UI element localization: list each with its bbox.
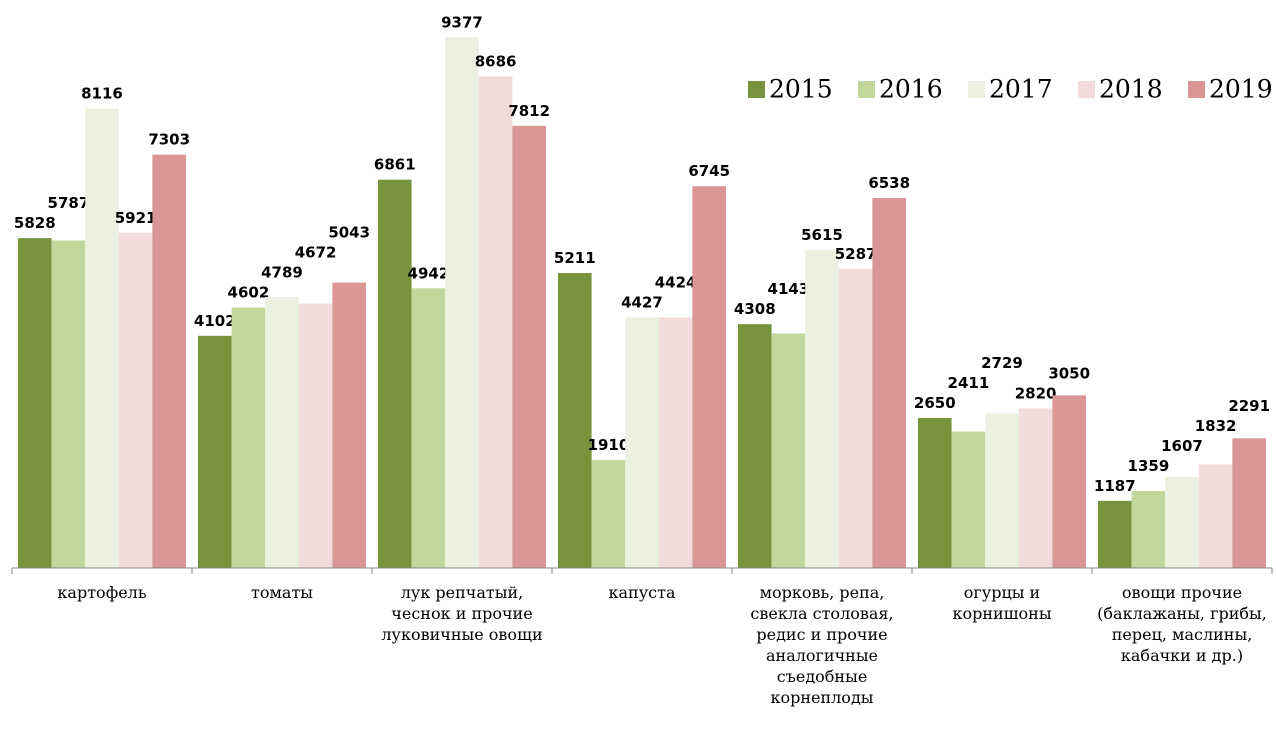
bar [771, 333, 806, 568]
value-label: 7812 [508, 102, 550, 120]
x-tick-label: морковь, репа, свекла столовая, редис и … [750, 583, 894, 707]
bar [198, 335, 232, 568]
bar [18, 238, 52, 568]
legend-swatch [748, 81, 765, 98]
bar [1232, 438, 1266, 568]
value-label: 7303 [148, 131, 190, 149]
value-label: 5211 [554, 249, 596, 267]
x-tick-label: овощи прочие (баклажаны, грибы, перец, м… [1097, 583, 1267, 665]
value-label: 9377 [441, 13, 483, 31]
value-label: 4143 [768, 280, 810, 298]
legend-label: 2019 [1209, 75, 1273, 104]
value-label: 1187 [1094, 477, 1136, 495]
bar [805, 250, 839, 569]
legend-label: 2018 [1099, 75, 1163, 104]
legend-label: 2017 [989, 75, 1053, 104]
value-label: 5921 [115, 209, 157, 227]
bar [152, 154, 186, 568]
value-label: 1359 [1128, 457, 1170, 475]
bar [51, 240, 86, 568]
bar [872, 197, 906, 568]
bar [85, 108, 119, 568]
bar [692, 186, 726, 568]
bar [625, 317, 659, 568]
bar [265, 296, 299, 568]
value-label: 5787 [48, 194, 90, 212]
legend-swatch [858, 81, 875, 98]
bar [378, 179, 412, 568]
legend-label: 2015 [769, 75, 833, 104]
bar [1131, 491, 1166, 568]
bar [738, 324, 772, 568]
x-tick-label: томаты [250, 583, 314, 602]
x-tick-label: капуста [608, 583, 676, 602]
value-label: 2411 [948, 374, 990, 392]
legend-label: 2016 [879, 75, 943, 104]
value-label: 3050 [1048, 364, 1090, 382]
bar [512, 125, 546, 569]
bar [332, 282, 366, 568]
value-label: 2729 [981, 354, 1023, 372]
bar [1052, 395, 1086, 568]
value-label: 4602 [228, 284, 270, 302]
bar [231, 307, 266, 568]
value-label: 4427 [621, 293, 663, 311]
bar [478, 76, 513, 568]
legend-swatch [1078, 81, 1095, 98]
x-tick-label: лук репчатый, чеснок и прочие луковичные… [381, 583, 543, 644]
bar [918, 418, 952, 568]
x-tick-label: картофель [57, 583, 147, 602]
bar [445, 37, 479, 569]
value-label: 4424 [655, 273, 697, 291]
bar [658, 317, 693, 568]
legend-swatch [968, 81, 985, 98]
legend-item: 2015 [748, 75, 833, 104]
bar [118, 232, 153, 568]
bar [1018, 408, 1053, 568]
bar [591, 459, 626, 568]
value-label: 6538 [868, 174, 910, 192]
bar [298, 303, 333, 568]
legend-item: 2019 [1188, 75, 1273, 104]
legend-swatch [1188, 81, 1205, 98]
bar [951, 431, 986, 568]
value-label: 2650 [914, 394, 956, 412]
value-label: 4942 [408, 264, 450, 282]
value-label: 5043 [328, 224, 370, 242]
bar [1165, 477, 1199, 568]
value-label: 5615 [801, 226, 843, 244]
value-label: 4789 [261, 264, 303, 282]
value-label: 8686 [475, 52, 517, 70]
value-label: 4102 [194, 312, 236, 330]
value-label: 2820 [1015, 384, 1057, 402]
value-label: 5287 [835, 245, 877, 263]
x-tick-label: огурцы и корнишоны [952, 583, 1052, 623]
value-label: 1910 [588, 436, 630, 454]
value-label: 1832 [1195, 417, 1237, 435]
bar [558, 273, 592, 568]
bar [985, 413, 1019, 568]
value-label: 1607 [1161, 437, 1203, 455]
value-label: 5828 [14, 214, 56, 232]
value-label: 6861 [374, 156, 416, 174]
bar [1198, 464, 1233, 568]
legend-item: 2017 [968, 75, 1053, 104]
bar [838, 268, 873, 568]
value-label: 2291 [1228, 397, 1270, 415]
value-label: 6745 [688, 162, 730, 180]
bar [1098, 500, 1132, 568]
legend-item: 2016 [858, 75, 943, 104]
value-label: 4672 [295, 244, 337, 262]
legend-item: 2018 [1078, 75, 1163, 104]
value-label: 4308 [734, 300, 776, 318]
bar [411, 288, 446, 568]
value-label: 8116 [81, 85, 123, 103]
